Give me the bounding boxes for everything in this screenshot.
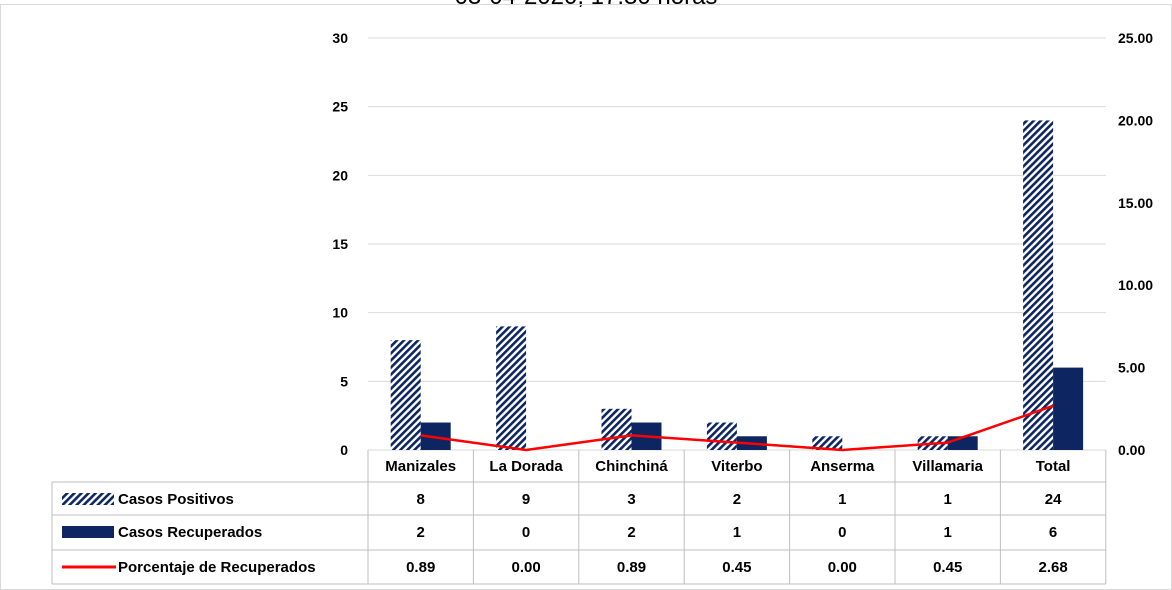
- table-cell-value: 3: [627, 491, 635, 508]
- category-label: La Dorada: [489, 458, 563, 475]
- table-cell-value: 1: [733, 524, 741, 541]
- bar-casos-positivos: [390, 340, 421, 450]
- y-right-tick-label: 5.00: [1118, 360, 1145, 376]
- y-left-tick-label: 25: [332, 99, 348, 115]
- y-right-tick-label: 20.00: [1118, 112, 1153, 128]
- y-left-tick-label: 30: [332, 30, 348, 46]
- table-cell-value: 24: [1045, 491, 1062, 508]
- table-cell-value: 0.00: [511, 559, 540, 576]
- category-label: Anserma: [810, 458, 875, 475]
- y-axis-left: 0 5 10 15 20 25 30: [332, 30, 348, 458]
- bars: [390, 120, 1084, 451]
- bar-casos-positivos: [601, 408, 632, 450]
- legend-key-casos-positivos: [62, 493, 114, 505]
- table-cell-value: 9: [522, 491, 530, 508]
- table-cell-value: 0.45: [722, 559, 751, 576]
- bar-casos-positivos: [812, 436, 843, 450]
- y-right-tick-label: 10.00: [1118, 277, 1153, 293]
- table-cell-value: 8: [417, 491, 425, 508]
- bar-casos-positivos: [1023, 120, 1054, 451]
- y-left-tick-label: 0: [340, 442, 348, 458]
- table-cell-value: 0.45: [933, 559, 962, 576]
- table-cell-value: 1: [838, 491, 846, 508]
- table-cell-value: 0.89: [617, 559, 646, 576]
- category-label: Chinchiná: [595, 458, 668, 475]
- table-cell-value: 2.68: [1038, 559, 1067, 576]
- table-cell-value: 6: [1049, 524, 1057, 541]
- table-cell-value: 2: [627, 524, 635, 541]
- bar-casos-positivos: [706, 422, 737, 450]
- y-left-tick-label: 5: [340, 373, 348, 389]
- table-cell-value: 1: [944, 524, 952, 541]
- legend-key-casos-recuperados: [62, 526, 114, 538]
- table-cell-value: 2: [417, 524, 425, 541]
- category-label: Villamaria: [912, 458, 983, 475]
- series-name: Casos Recuperados: [118, 524, 262, 541]
- category-label: Viterbo: [711, 458, 762, 475]
- y-axis-right: 0.00 5.00 10.00 15.00 20.00 25.00: [1118, 30, 1153, 458]
- bar-casos-recuperados: [1053, 367, 1084, 450]
- y-left-tick-label: 20: [332, 167, 348, 183]
- category-label: Total: [1036, 458, 1071, 475]
- table-cell-value: 2: [733, 491, 741, 508]
- y-left-tick-label: 15: [332, 236, 348, 252]
- data-table: Manizales La Dorada Chinchiná Viterbo Anserm…: [51, 450, 1107, 585]
- table-cell-value: 0: [522, 524, 530, 541]
- table-cell-value: 0.89: [406, 559, 435, 576]
- y-right-tick-label: 25.00: [1118, 30, 1153, 46]
- line-porcentaje-recuperados: [420, 404, 1054, 452]
- table-cell-value: 1: [944, 491, 952, 508]
- y-right-tick-label: 0.00: [1118, 442, 1145, 458]
- table-cell-value: 0: [838, 524, 846, 541]
- series-name: Casos Positivos: [118, 491, 234, 508]
- y-left-tick-label: 10: [332, 305, 348, 321]
- y-right-tick-label: 15.00: [1118, 195, 1153, 211]
- table-cell-value: 0.00: [828, 559, 857, 576]
- series-name: Porcentaje de Recuperados: [118, 559, 316, 576]
- category-label: Manizales: [385, 458, 456, 475]
- line-series: [420, 404, 1054, 452]
- bar-casos-positivos: [496, 326, 527, 450]
- gridlines: [368, 37, 1106, 451]
